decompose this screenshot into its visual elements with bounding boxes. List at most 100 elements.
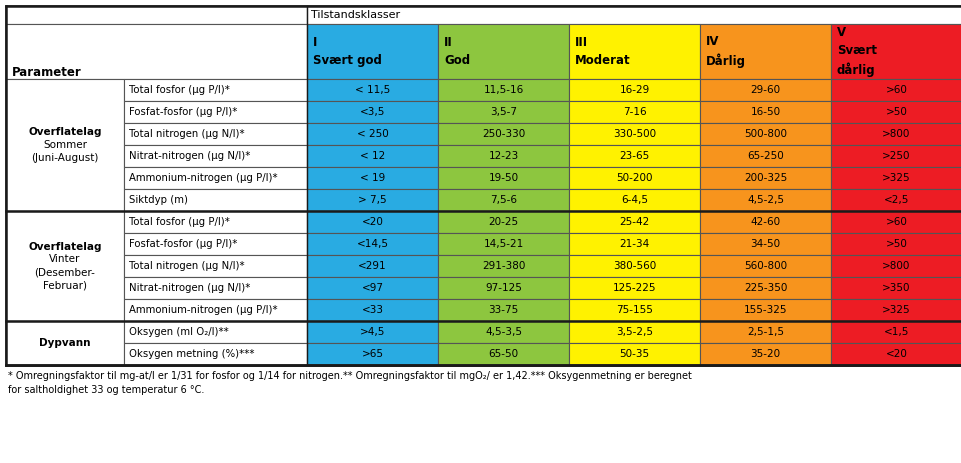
Text: III
Moderat: III Moderat <box>575 36 630 67</box>
Text: 6-4,5: 6-4,5 <box>621 195 648 205</box>
Bar <box>437 189 568 211</box>
Text: 125-225: 125-225 <box>612 283 655 293</box>
Bar <box>6 211 124 321</box>
Text: < 11,5: < 11,5 <box>355 85 390 95</box>
Bar <box>568 233 700 255</box>
Bar <box>124 233 307 255</box>
Bar <box>700 189 830 211</box>
Text: 380-560: 380-560 <box>612 261 655 271</box>
Text: 50-200: 50-200 <box>616 173 653 183</box>
Bar <box>700 79 830 101</box>
Bar <box>437 299 568 321</box>
Bar <box>437 277 568 299</box>
Bar <box>830 189 961 211</box>
Bar <box>568 167 700 189</box>
Bar <box>6 79 124 211</box>
Bar <box>124 123 307 145</box>
Bar <box>568 255 700 277</box>
Text: 155-325: 155-325 <box>743 305 786 315</box>
Bar <box>437 167 568 189</box>
Bar <box>830 233 961 255</box>
Text: Dypvann: Dypvann <box>39 338 90 348</box>
Text: >60: >60 <box>885 217 906 227</box>
Bar <box>124 101 307 123</box>
Text: for saltholdighet 33 og temperatur 6 °C.: for saltholdighet 33 og temperatur 6 °C. <box>8 385 204 395</box>
Text: 500-800: 500-800 <box>743 129 786 139</box>
Bar <box>568 79 700 101</box>
Bar <box>700 24 830 79</box>
Bar <box>700 123 830 145</box>
Text: <20: <20 <box>361 217 383 227</box>
Text: >50: >50 <box>885 239 906 249</box>
Text: 16-50: 16-50 <box>750 107 779 117</box>
Bar <box>437 101 568 123</box>
Text: >325: >325 <box>881 305 910 315</box>
Bar <box>124 79 307 101</box>
Text: V
Svært
dårlig: V Svært dårlig <box>836 26 876 77</box>
Bar <box>307 321 437 343</box>
Bar <box>307 79 437 101</box>
Text: (Desember-: (Desember- <box>35 268 95 277</box>
Bar <box>307 6 961 24</box>
Bar <box>124 343 307 365</box>
Text: >325: >325 <box>881 173 910 183</box>
Text: 560-800: 560-800 <box>743 261 786 271</box>
Text: 75-155: 75-155 <box>615 305 653 315</box>
Bar <box>437 255 568 277</box>
Bar <box>700 145 830 167</box>
Bar <box>307 277 437 299</box>
Text: <1,5: <1,5 <box>883 327 908 337</box>
Bar <box>830 211 961 233</box>
Text: >50: >50 <box>885 107 906 117</box>
Bar <box>124 211 307 233</box>
Text: < 19: < 19 <box>359 173 384 183</box>
Bar <box>830 123 961 145</box>
Bar <box>830 255 961 277</box>
Bar <box>700 211 830 233</box>
Bar <box>568 145 700 167</box>
Text: >250: >250 <box>881 151 910 161</box>
Bar <box>124 189 307 211</box>
Text: Fosfat-fosfor (µg P/l)*: Fosfat-fosfor (µg P/l)* <box>129 107 237 117</box>
Bar <box>830 101 961 123</box>
Text: Nitrat-nitrogen (µg N/l)*: Nitrat-nitrogen (µg N/l)* <box>129 283 250 293</box>
Text: <3,5: <3,5 <box>359 107 384 117</box>
Bar <box>830 24 961 79</box>
Text: 7,5-6: 7,5-6 <box>489 195 516 205</box>
Bar <box>437 145 568 167</box>
Bar <box>307 123 437 145</box>
Text: >350: >350 <box>881 283 910 293</box>
Text: 3,5-7: 3,5-7 <box>489 107 516 117</box>
Bar <box>830 277 961 299</box>
Bar <box>124 255 307 277</box>
Bar <box>124 167 307 189</box>
Text: 200-325: 200-325 <box>743 173 786 183</box>
Text: Overflatelag: Overflatelag <box>28 242 102 251</box>
Bar <box>437 123 568 145</box>
Bar <box>568 343 700 365</box>
Text: <14,5: <14,5 <box>357 239 388 249</box>
Text: 291-380: 291-380 <box>481 261 525 271</box>
Bar <box>700 343 830 365</box>
Text: 65-50: 65-50 <box>488 349 518 359</box>
Bar <box>124 299 307 321</box>
Text: Oksygen metning (%)***: Oksygen metning (%)*** <box>129 349 255 359</box>
Text: 4,5-2,5: 4,5-2,5 <box>747 195 783 205</box>
Text: 35-20: 35-20 <box>750 349 779 359</box>
Text: <97: <97 <box>361 283 383 293</box>
Bar <box>307 167 437 189</box>
Text: 330-500: 330-500 <box>612 129 655 139</box>
Text: Siktdyp (m): Siktdyp (m) <box>129 195 187 205</box>
Bar <box>437 233 568 255</box>
Text: 29-60: 29-60 <box>750 85 779 95</box>
Text: Sommer: Sommer <box>43 140 86 150</box>
Text: Ammonium-nitrogen (µg P/l)*: Ammonium-nitrogen (µg P/l)* <box>129 173 278 183</box>
Text: >800: >800 <box>881 129 910 139</box>
Bar <box>437 24 568 79</box>
Bar <box>568 101 700 123</box>
Text: 2,5-1,5: 2,5-1,5 <box>747 327 783 337</box>
Bar <box>437 211 568 233</box>
Text: 25-42: 25-42 <box>619 217 649 227</box>
Text: Tilstandsklasser: Tilstandsklasser <box>310 10 400 20</box>
Text: Total nitrogen (µg N/l)*: Total nitrogen (µg N/l)* <box>129 261 244 271</box>
